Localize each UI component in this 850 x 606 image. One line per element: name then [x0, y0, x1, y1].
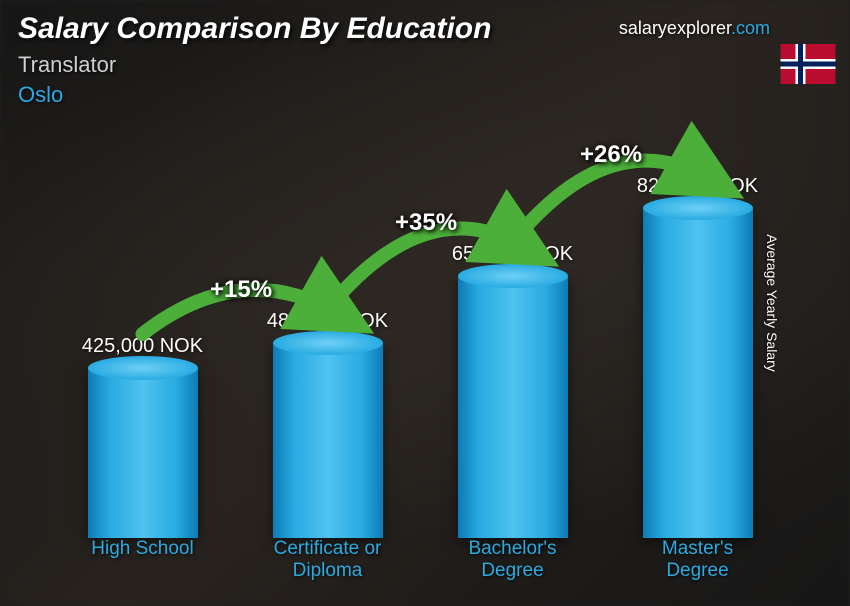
category-label: High School: [50, 538, 235, 586]
bar-value-label: 826,000 NOK: [637, 175, 758, 198]
bar-value-label: 657,000 NOK: [452, 243, 573, 266]
job-subtitle: Translator: [18, 52, 491, 78]
bar-top-ellipse: [458, 264, 568, 288]
content-root: Salary Comparison By Education Translato…: [0, 0, 850, 606]
bar: [458, 276, 568, 538]
bar-group: 826,000 NOK: [605, 175, 790, 538]
bar: [643, 208, 753, 538]
bar-group: 488,000 NOK: [235, 310, 420, 538]
brand-label: salaryexplorer.com: [619, 18, 770, 39]
bar-group: 425,000 NOK: [50, 335, 235, 538]
bar-top-ellipse: [88, 356, 198, 380]
category-labels: High SchoolCertificate orDiplomaBachelor…: [50, 538, 790, 586]
bars-container: 425,000 NOK 488,000 NOK 657,000 NOK 826,000…: [50, 140, 790, 538]
page-title: Salary Comparison By Education: [18, 12, 491, 46]
bar-chart: 425,000 NOK 488,000 NOK 657,000 NOK 826,000…: [50, 140, 790, 586]
bar-value-label: 488,000 NOK: [267, 310, 388, 333]
header: Salary Comparison By Education Translato…: [18, 12, 491, 108]
brand-tld: .com: [731, 18, 770, 38]
bar-value-label: 425,000 NOK: [82, 335, 203, 358]
bar: [88, 368, 198, 538]
location-label: Oslo: [18, 82, 491, 108]
bar-top-ellipse: [273, 331, 383, 355]
norway-flag-icon: [780, 44, 836, 84]
bar: [273, 343, 383, 538]
bar-front: [458, 276, 568, 538]
bar-front: [643, 208, 753, 538]
bar-front: [88, 368, 198, 538]
bar-top-ellipse: [643, 196, 753, 220]
bar-group: 657,000 NOK: [420, 243, 605, 538]
category-label: Certificate orDiploma: [235, 538, 420, 586]
category-label: Master'sDegree: [605, 538, 790, 586]
bar-front: [273, 343, 383, 538]
category-label: Bachelor'sDegree: [420, 538, 605, 586]
brand-name: salaryexplorer: [619, 18, 731, 38]
